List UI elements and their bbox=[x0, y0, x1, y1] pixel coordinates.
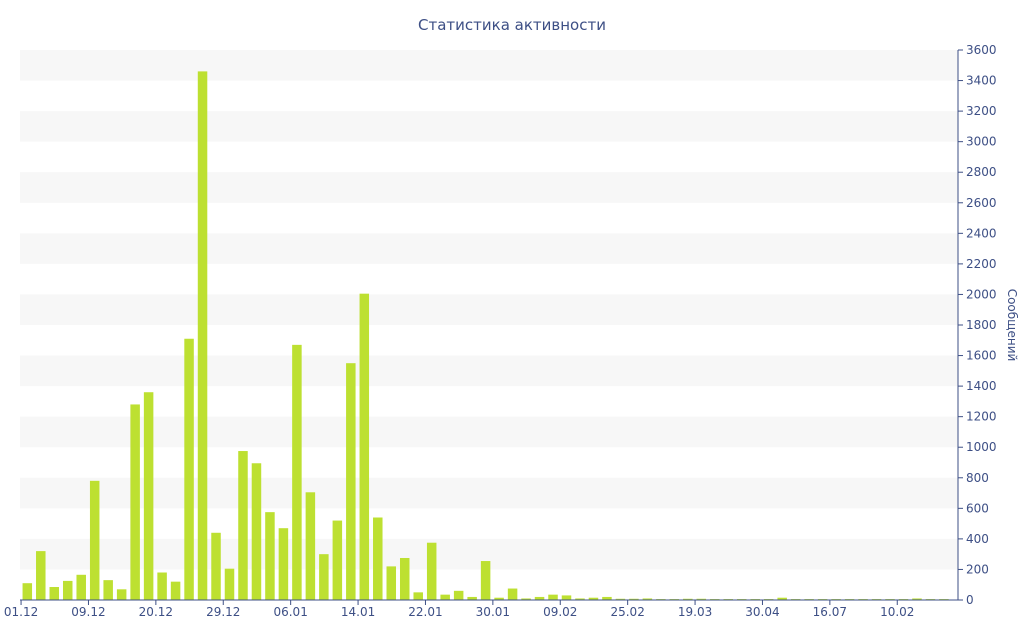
bar bbox=[49, 587, 60, 600]
bar bbox=[642, 598, 653, 600]
bar bbox=[36, 551, 46, 600]
bar bbox=[197, 71, 208, 600]
x-axis: 01.12 09.12 20.12 29.12 06.01 14.01 22.01 30.01… bbox=[4, 599, 958, 619]
bar bbox=[629, 598, 639, 600]
bar bbox=[305, 492, 316, 600]
y-tick-label: 3200 bbox=[966, 104, 997, 118]
y-tick-label: 600 bbox=[966, 501, 989, 515]
grid-band bbox=[20, 111, 958, 142]
bar bbox=[521, 598, 531, 600]
y-tick-label: 0 bbox=[966, 593, 974, 607]
x-tick-label: 30.01 bbox=[476, 605, 510, 619]
grid-band bbox=[20, 477, 958, 509]
bar bbox=[22, 583, 33, 600]
y-tick-label: 3000 bbox=[966, 135, 997, 149]
bar bbox=[494, 597, 504, 600]
x-tick-label: 09.12 bbox=[71, 605, 105, 619]
bar bbox=[534, 596, 545, 600]
bar bbox=[143, 392, 154, 600]
bar bbox=[696, 598, 707, 600]
x-tick-label: 09.02 bbox=[543, 605, 577, 619]
grid-band bbox=[20, 50, 958, 81]
bar bbox=[507, 588, 518, 600]
y-tick-label: 400 bbox=[966, 532, 989, 546]
y-axis: 0 200 400 600 800 1000 1200 1400 1600 1800 2000 220… bbox=[957, 43, 997, 607]
y-tick-label: 1000 bbox=[966, 440, 997, 454]
bars bbox=[22, 71, 949, 600]
bar bbox=[319, 554, 329, 600]
bar bbox=[89, 480, 100, 600]
bar bbox=[683, 598, 693, 600]
bar bbox=[238, 451, 248, 600]
bar bbox=[346, 363, 356, 600]
x-tick-label: 25.02 bbox=[610, 605, 644, 619]
bar bbox=[157, 572, 167, 600]
y-tick-label: 2000 bbox=[966, 287, 997, 301]
x-tick-label: 30.04 bbox=[745, 605, 779, 619]
bar bbox=[467, 596, 477, 600]
y-tick-label: 1200 bbox=[966, 410, 997, 424]
bar bbox=[359, 293, 370, 600]
y-tick-label: 2800 bbox=[966, 165, 997, 179]
x-tick-label: 16.07 bbox=[813, 605, 847, 619]
grid-band bbox=[20, 172, 958, 203]
x-tick-label: 01.12 bbox=[4, 605, 38, 619]
x-tick-label: 06.01 bbox=[273, 605, 307, 619]
bar bbox=[332, 520, 343, 600]
bar bbox=[211, 532, 221, 600]
x-tick-label: 22.01 bbox=[408, 605, 442, 619]
bar bbox=[62, 580, 73, 600]
bar bbox=[480, 561, 491, 600]
bar bbox=[278, 528, 289, 600]
y-tick-label: 800 bbox=[966, 471, 989, 485]
bar bbox=[548, 594, 558, 600]
x-tick-label: 19.03 bbox=[678, 605, 712, 619]
chart-title: Статистика активности bbox=[418, 16, 606, 34]
bar bbox=[170, 581, 181, 600]
y-tick-label: 2200 bbox=[966, 257, 997, 271]
bar bbox=[184, 338, 194, 600]
bar bbox=[912, 598, 922, 600]
bar bbox=[76, 574, 86, 600]
grid-band bbox=[20, 355, 958, 387]
bar bbox=[399, 557, 410, 600]
bar bbox=[615, 598, 626, 600]
bar bbox=[103, 580, 113, 600]
grid-bands bbox=[20, 50, 958, 570]
bar bbox=[265, 512, 275, 600]
y-tick-label: 1600 bbox=[966, 349, 997, 363]
x-tick-label: 14.01 bbox=[341, 605, 375, 619]
bar bbox=[561, 595, 572, 600]
y-tick-label: 3400 bbox=[966, 74, 997, 88]
bar bbox=[777, 597, 787, 600]
x-tick-label: 10.02 bbox=[880, 605, 914, 619]
grid-band bbox=[20, 416, 958, 448]
y-axis-title: Сообщений bbox=[1005, 289, 1019, 362]
x-tick-label: 20.12 bbox=[139, 605, 173, 619]
bar bbox=[386, 566, 397, 600]
bar bbox=[251, 463, 262, 600]
grid-band bbox=[20, 294, 958, 325]
bar bbox=[426, 542, 437, 600]
bar bbox=[292, 344, 302, 600]
bar bbox=[373, 517, 383, 600]
bar bbox=[130, 404, 140, 600]
bar bbox=[602, 596, 612, 600]
bar bbox=[588, 597, 599, 600]
x-tick-label: 29.12 bbox=[206, 605, 240, 619]
grid-band bbox=[20, 233, 958, 264]
y-tick-label: 3600 bbox=[966, 43, 997, 57]
y-tick-label: 2400 bbox=[966, 226, 997, 240]
bar bbox=[575, 598, 585, 600]
y-tick-label: 2600 bbox=[966, 196, 997, 210]
bar bbox=[453, 590, 464, 600]
y-tick-label: 1400 bbox=[966, 379, 997, 393]
bar bbox=[224, 568, 235, 600]
y-tick-label: 200 bbox=[966, 562, 989, 576]
bar bbox=[440, 594, 450, 600]
y-tick-label: 1800 bbox=[966, 318, 997, 332]
bar bbox=[413, 592, 423, 600]
bar bbox=[116, 589, 127, 600]
